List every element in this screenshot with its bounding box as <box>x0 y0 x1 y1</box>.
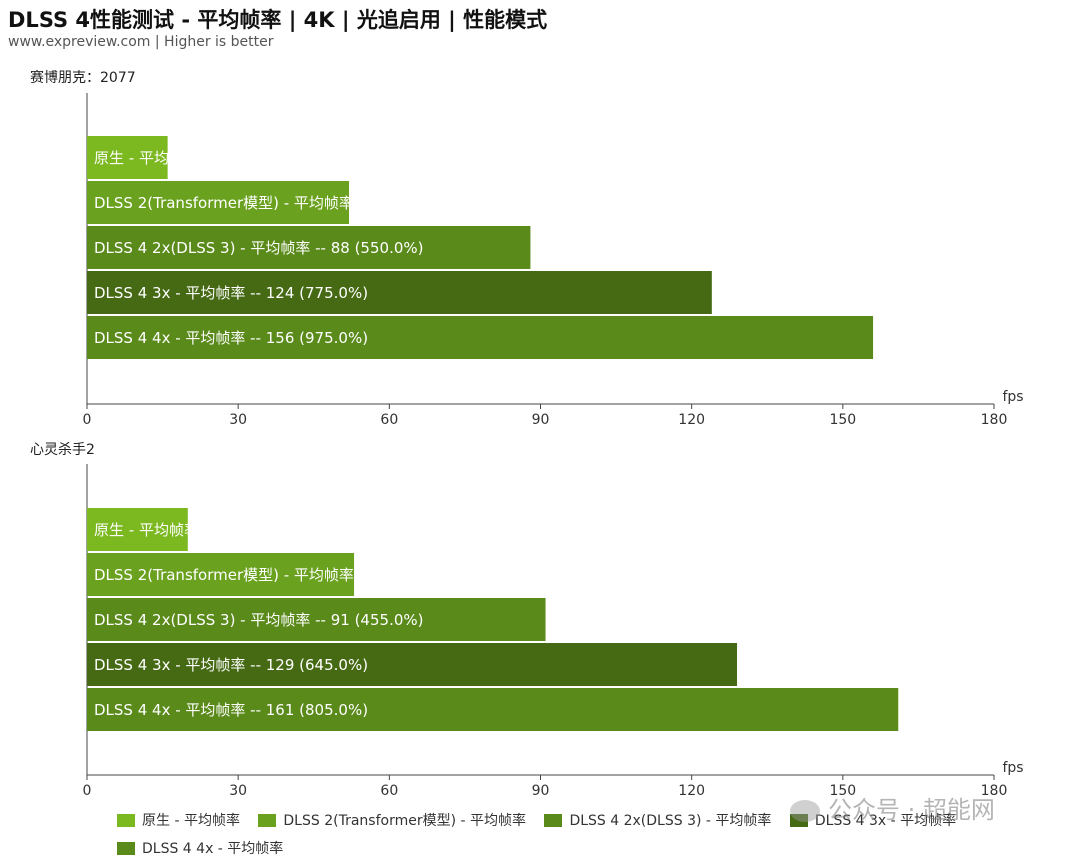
chart-0-tick-label: 30 <box>229 412 247 428</box>
legend-swatch-dlss4-3x <box>789 813 808 827</box>
watermark: 公众号 · 超能网 <box>790 790 995 825</box>
chart-0-tick-label: 180 <box>981 412 1008 428</box>
legend-item-dlss4-3x[interactable]: DLSS 4 3x - 平均帧率 <box>789 806 957 834</box>
chart-0-data-label: DLSS 2(Transformer模型) - 平均帧率 -- 52 (325.… <box>94 194 467 212</box>
chart-0-bar <box>87 316 874 359</box>
chart-0-data-label: DLSS 4 3x - 平均帧率 -- 124 (775.0%) <box>94 284 368 302</box>
chart-0-bar <box>87 136 168 179</box>
chart-0-bar <box>87 226 531 269</box>
chart-1-data-label: DLSS 4 3x - 平均帧率 -- 129 (645.0%) <box>94 656 368 674</box>
legend-item-dlss4-4x[interactable]: DLSS 4 4x - 平均帧率 <box>117 834 283 862</box>
legend-swatch-dlss4-4x <box>117 841 135 855</box>
chart-1-x-unit: fps <box>1002 760 1023 776</box>
watermark-text: 公众号 · 超能网 <box>828 796 995 824</box>
chart-0-data-label: DLSS 4 2x(DLSS 3) - 平均帧率 -- 88 (550.0%) <box>94 239 423 257</box>
chart-0-tick-label: 60 <box>380 412 398 428</box>
chart-0-bar <box>87 181 350 224</box>
chart-subtitle: www.expreview.com | Higher is better <box>8 34 274 50</box>
chart-title: DLSS 4性能测试 - 平均帧率 | 4K | 光追启用 | 性能模式 <box>8 8 548 32</box>
legend-label-dlss2: DLSS 2(Transformer模型) - 平均帧率 <box>283 813 526 829</box>
chart-1-title: 心灵杀手2 <box>30 442 95 458</box>
chart-1-tick-label: 180 <box>981 783 1008 799</box>
chart-1-data-label: DLSS 2(Transformer模型) - 平均帧率 -- 53 (265.… <box>94 566 467 584</box>
chart-1-bar <box>87 598 546 641</box>
chart-1-bar <box>87 688 899 731</box>
chart-1-tick-label: 150 <box>829 783 856 799</box>
legend-item-dlss2[interactable]: DLSS 2(Transformer模型) - 平均帧率 <box>258 806 526 834</box>
legend-label-dlss4-3x: DLSS 4 3x - 平均帧率 <box>814 813 957 829</box>
chart-0-tick-label: 120 <box>678 412 705 428</box>
legend-swatch-native <box>117 813 135 827</box>
chart-1-tick-label: 90 <box>532 783 550 799</box>
legend-item-native[interactable]: 原生 - 平均帧率 <box>117 806 240 834</box>
legend-label-dlss4-4x: DLSS 4 4x - 平均帧率 <box>142 841 284 857</box>
chart-0-tick-label: 0 <box>83 412 92 428</box>
chart-1-bar <box>87 508 188 551</box>
chart-0-title: 赛博朋克：2077 <box>30 69 136 86</box>
chart-0-tick-label: 90 <box>532 412 550 428</box>
chart-0-data-label: DLSS 4 4x - 平均帧率 -- 156 (975.0%) <box>94 329 368 347</box>
bar-chart-area: 赛博朋克：2077 0 30 60 90 120 150 180 fps 原生 - 平均帧率 --… <box>30 69 1024 799</box>
chart-1-tick-label: 30 <box>229 783 247 799</box>
chart-1-tick-label: 0 <box>83 783 92 799</box>
legend-label-dlss4-2x: DLSS 4 2x(DLSS 3) - 平均帧率 <box>569 813 772 829</box>
legend-swatch-dlss2 <box>258 813 277 827</box>
chart-1-bar <box>87 643 738 686</box>
legend-label-native: 原生 - 平均帧率 <box>142 813 240 829</box>
legend-swatch-dlss4-2x <box>544 813 563 827</box>
chart-0-tick-label: 150 <box>829 412 856 428</box>
chart-1-data-label: 原生 - 平均帧率 -- 20 (100.0%) <box>94 521 312 539</box>
wechat-icon <box>790 800 820 822</box>
legend-item-dlss4-2x[interactable]: DLSS 4 2x(DLSS 3) - 平均帧率 <box>544 806 771 834</box>
chart-1-tick-label: 60 <box>380 783 398 799</box>
chart-0-bar <box>87 271 712 314</box>
chart-1-data-label: DLSS 4 2x(DLSS 3) - 平均帧率 -- 91 (455.0%) <box>94 611 423 629</box>
chart-0-data-label: 原生 - 平均帧率 -- 16 (100.0%) <box>94 149 312 167</box>
chart-1-bar <box>87 553 355 596</box>
chart-1-tick-label: 120 <box>678 783 705 799</box>
chart-1-data-label: DLSS 4 4x - 平均帧率 -- 161 (805.0%) <box>94 701 368 719</box>
chart-0-x-unit: fps <box>1002 389 1023 405</box>
